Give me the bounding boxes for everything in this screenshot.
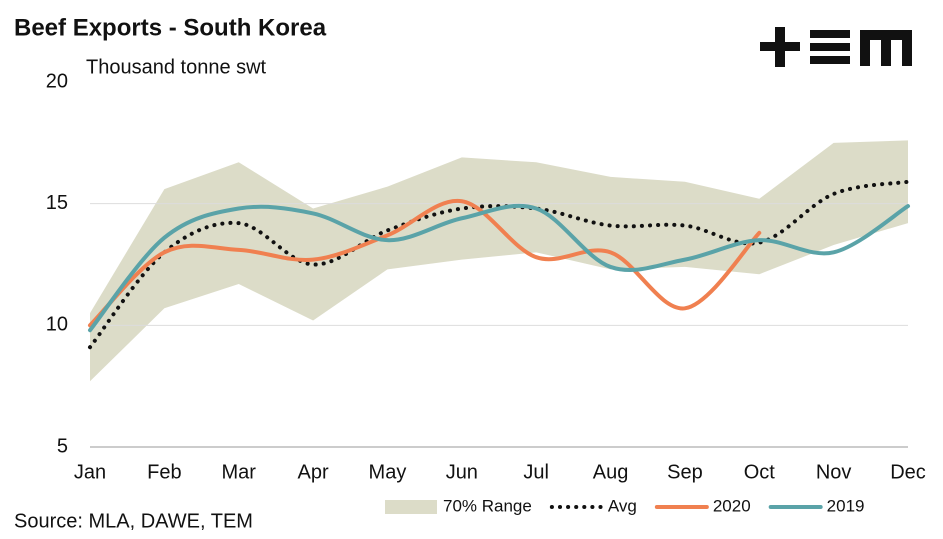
x-tick-label: Mar [222,461,257,483]
y-tick-label: 10 [46,314,68,336]
y-tick-label: 5 [57,435,68,457]
legend-label: 2019 [827,496,865,515]
x-tick-label: Jul [523,461,549,483]
x-tick-label: Jun [446,461,478,483]
y-tick-label: 15 [46,192,68,214]
logo [760,27,912,67]
legend-label: 2020 [713,496,751,515]
x-tick-label: May [369,461,407,483]
range-band [90,140,908,382]
x-tick-label: Aug [593,461,629,483]
legend-label: Avg [608,496,637,515]
series-line [88,203,910,333]
series-line [88,179,910,350]
x-tick-label: Nov [816,461,852,483]
x-tick-label: Apr [298,461,329,483]
x-tick-label: Jan [74,461,106,483]
x-tick-label: Sep [667,461,703,483]
x-tick-label: Feb [147,461,181,483]
chart-title: Beef Exports - South Korea [14,14,327,41]
y-tick-label: 20 [46,70,68,92]
chart-subtitle: Thousand tonne swt [86,56,267,78]
legend-label: 70% Range [443,496,532,515]
x-tick-label: Dec [890,461,926,483]
legend-swatch [385,500,437,514]
series-line [88,199,762,328]
x-tick-label: Oct [744,461,776,483]
source: Source: MLA, DAWE, TEM [14,510,253,532]
